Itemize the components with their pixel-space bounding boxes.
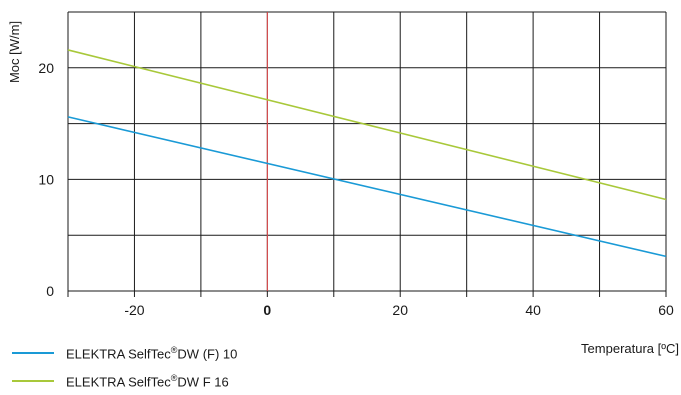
series-line-2 xyxy=(67,49,667,201)
x-tick-labels: -20 0 20 40 60 xyxy=(124,302,674,318)
y-tick-label: 10 xyxy=(38,171,54,187)
legend-label-1: ELEKTRA SelfTec®DW (F) 10 xyxy=(66,344,238,362)
x-axis-label: Temperatura [ºC] xyxy=(581,341,679,356)
legend: ELEKTRA SelfTec®DW (F) 10 ELEKTRA SelfTe… xyxy=(12,339,237,395)
x-tick-label: 20 xyxy=(392,302,408,318)
legend-label-2: ELEKTRA SelfTec®DW F 16 xyxy=(66,372,229,390)
y-tick-labels: 0 10 20 xyxy=(38,60,54,299)
legend-swatch-1 xyxy=(12,352,54,354)
chart: -20 0 20 40 60 0 10 20 Moc [W/m] Temperatura [… xyxy=(7,11,679,356)
series-lines xyxy=(67,49,667,258)
legend-swatch-2 xyxy=(12,380,54,382)
y-tick-label: 20 xyxy=(38,60,54,76)
legend-item-2: ELEKTRA SelfTec®DW F 16 xyxy=(12,367,237,395)
legend-item-1: ELEKTRA SelfTec®DW (F) 10 xyxy=(12,339,237,367)
x-tick-label: 60 xyxy=(658,302,674,318)
grid-lines xyxy=(67,11,667,297)
x-tick-label: -20 xyxy=(124,302,144,318)
x-tick-label: 40 xyxy=(525,302,541,318)
y-axis-label: Moc [W/m] xyxy=(7,21,22,83)
y-tick-label: 0 xyxy=(46,283,54,299)
x-tick-label: 0 xyxy=(263,302,271,318)
series-line-1 xyxy=(67,116,667,258)
